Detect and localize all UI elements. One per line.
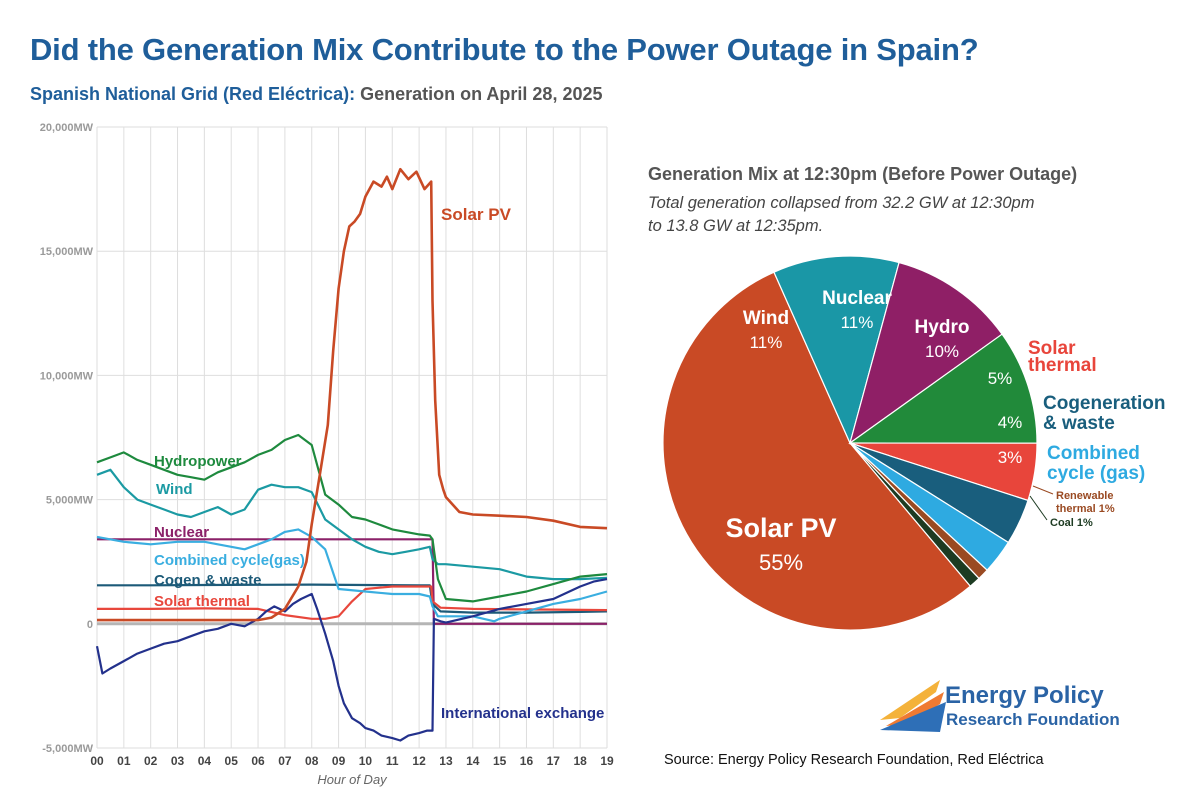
pie-label-cogeneration-waste: & waste xyxy=(1043,413,1115,434)
pie-value-hydro: 10% xyxy=(925,342,959,361)
series-label-wind: Wind xyxy=(156,481,193,498)
x-tick-label: 07 xyxy=(278,754,292,768)
pie-label-renewable-thermal: thermal 1% xyxy=(1056,503,1115,515)
pie-label-solar-thermal: Solar xyxy=(1028,338,1076,359)
pie-slice-wind xyxy=(773,255,900,445)
pie-note-line-1: Total generation collapsed from 32.2 GW … xyxy=(648,194,1035,212)
leader-line-renewable-thermal xyxy=(1032,485,1054,495)
x-tick-label: 16 xyxy=(520,754,534,768)
logo-icon xyxy=(880,680,946,732)
x-tick-label: 12 xyxy=(412,754,426,768)
pie-label-combined-cycle-gas: Combined xyxy=(1047,443,1140,464)
pie-label-solar-thermal: thermal xyxy=(1028,355,1097,376)
x-tick-label: 18 xyxy=(573,754,587,768)
x-tick-label: 04 xyxy=(198,754,212,768)
pie-slice-solar-pv xyxy=(662,271,972,631)
pie-note: Total generation collapsed from 32.2 GW … xyxy=(648,192,1128,238)
y-tick-label: -5,000MW xyxy=(42,743,93,755)
pie-note-line-2: to 13.8 GW at 12:35pm. xyxy=(648,217,824,235)
pie-title: Generation Mix at 12:30pm (Before Power … xyxy=(648,164,1078,184)
pie-label-renewable-thermal: Renewable xyxy=(1056,490,1113,502)
x-tick-label: 01 xyxy=(117,754,131,768)
pie-value-wind: 11% xyxy=(750,333,783,352)
pie-slice-nuclear xyxy=(848,261,1003,445)
series-line-solar-thermal xyxy=(97,585,608,620)
pie-value-combined-cycle-gas: 3% xyxy=(998,448,1023,467)
x-tick-label: 08 xyxy=(305,754,319,768)
series-label-combined-cycle-gas: Combined cycle(gas) xyxy=(154,552,305,569)
series-label-cogen-waste: Cogen & waste xyxy=(154,572,262,589)
x-tick-label: 09 xyxy=(332,754,346,768)
pie-slice-hydro xyxy=(848,333,1038,444)
logo-text-line-2: Research Foundation xyxy=(946,710,1120,729)
pie-label-cogeneration-waste: Cogeneration xyxy=(1043,393,1165,414)
series-line-solar-pv xyxy=(97,167,608,622)
subtitle-date: Generation on April 28, 2025 xyxy=(355,84,603,104)
pie-label-combined-cycle-gas: cycle (gas) xyxy=(1047,463,1145,484)
x-tick-label: 10 xyxy=(359,754,373,768)
subtitle-source: Spanish National Grid (Red Eléctrica): xyxy=(30,84,356,104)
pie-value-solar-pv: 55% xyxy=(759,550,803,575)
series-label-international-exchange: International exchange xyxy=(441,705,604,722)
pie-label-wind: Wind xyxy=(743,308,789,329)
x-axis-label: Hour of Day xyxy=(317,772,388,787)
series-label-solar-pv: Solar PV xyxy=(441,205,512,224)
y-tick-label: 15,000MW xyxy=(40,246,94,258)
logo-text-line-1: Energy Policy xyxy=(945,682,1104,709)
series-line-nuclear xyxy=(97,538,607,625)
x-tick-label: 05 xyxy=(225,754,239,768)
x-tick-label: 03 xyxy=(171,754,185,768)
pie-label-solar-pv: Solar PV xyxy=(725,513,836,543)
x-tick-label: 02 xyxy=(144,754,158,768)
x-tick-label: 11 xyxy=(386,754,399,768)
x-tick-label: 00 xyxy=(90,754,104,768)
x-tick-label: 14 xyxy=(466,754,480,768)
x-tick-label: 17 xyxy=(547,754,561,768)
series-line-hydropower xyxy=(96,433,608,603)
series-line-wind xyxy=(96,468,608,581)
series-line-international-exchange xyxy=(95,578,608,742)
leader-line-coal xyxy=(1029,495,1048,521)
pie-value-nuclear: 11% xyxy=(841,313,874,332)
y-tick-label: 5,000MW xyxy=(46,495,94,507)
pie-label-coal: Coal 1% xyxy=(1050,517,1093,529)
x-tick-label: 15 xyxy=(493,754,507,768)
pie-label-hydro: Hydro xyxy=(915,317,970,338)
pie-slice-coal xyxy=(849,442,980,588)
y-tick-label: 10,000MW xyxy=(40,370,94,382)
x-tick-label: 06 xyxy=(251,754,265,768)
series-label-solar-thermal: Solar thermal xyxy=(154,593,250,610)
pie-value-solar-thermal: 5% xyxy=(988,369,1013,388)
x-tick-label: 13 xyxy=(439,754,453,768)
page-subtitle: Spanish National Grid (Red Eléctrica): G… xyxy=(30,84,603,105)
source-note: Source: Energy Policy Research Foundatio… xyxy=(664,752,1044,768)
pie-label-nuclear: Nuclear xyxy=(822,288,892,309)
series-label-nuclear: Nuclear xyxy=(154,524,209,541)
y-tick-label: 20,000MW xyxy=(40,122,94,134)
page-title: Did the Generation Mix Contribute to the… xyxy=(30,32,979,67)
series-line-combined-cycle-gas xyxy=(96,528,608,623)
x-tick-label: 19 xyxy=(600,754,614,768)
pie-value-cogeneration-waste: 4% xyxy=(998,413,1023,432)
series-label-hydropower: Hydropower xyxy=(154,453,242,470)
series-line-cogen-waste xyxy=(97,583,608,614)
y-tick-label: 0 xyxy=(87,619,93,631)
